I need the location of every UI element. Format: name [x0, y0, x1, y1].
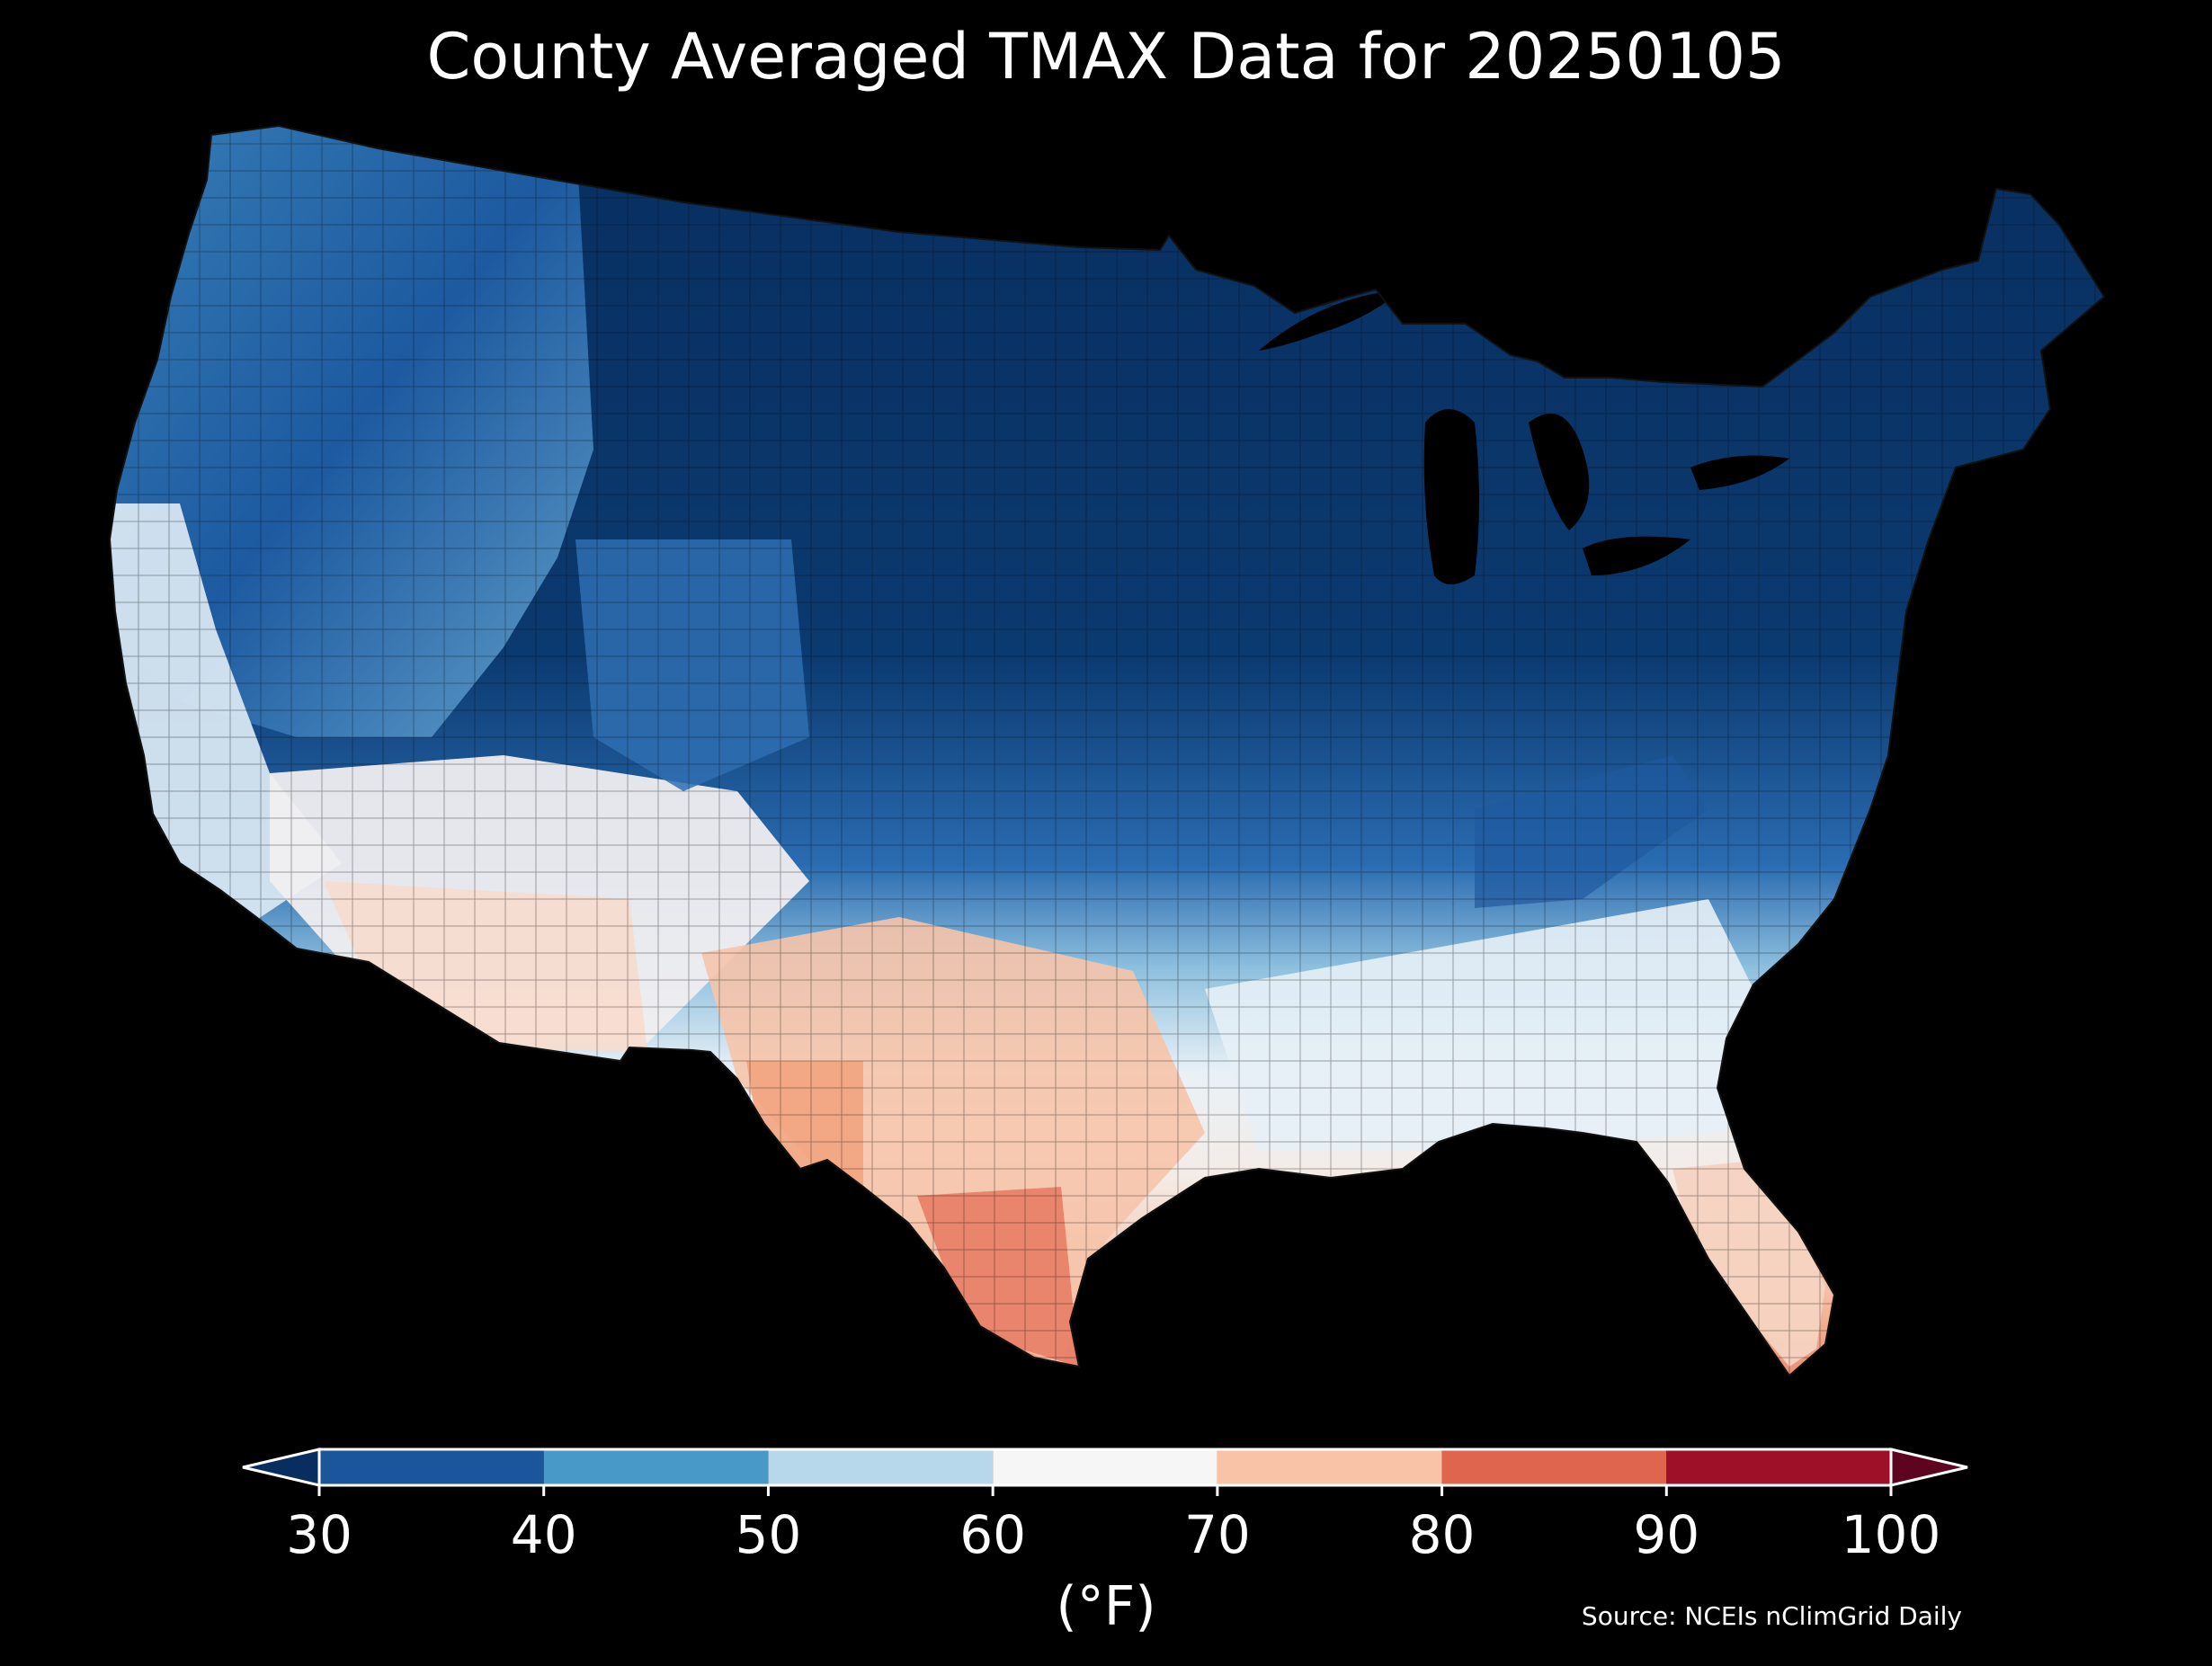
colorbar-bin-0 [319, 1449, 544, 1485]
map-title: County Averaged TMAX Data for 20250105 [426, 20, 1786, 94]
colorbar-bin-1 [543, 1449, 769, 1485]
source-credit: Source: NCEIs nClimGrid Daily [1581, 1601, 1962, 1631]
colorbar-bins [319, 1449, 1891, 1485]
great-lakes [1259, 290, 1789, 584]
colorbar-bin-2 [768, 1449, 994, 1485]
colorbar-over-arrow [1889, 1448, 1968, 1487]
colorbar-under-arrow [242, 1448, 321, 1487]
colorbar-bin-6 [1666, 1449, 1891, 1485]
colorbar-bin-4 [1217, 1449, 1442, 1485]
colorbar-bin-3 [993, 1449, 1217, 1485]
colorbar-tick-label: 70 [1184, 1504, 1251, 1565]
colorbar-tick-label: 80 [1409, 1504, 1476, 1565]
colorbar-tick-label: 90 [1633, 1504, 1699, 1565]
colorbar-tick-label: 60 [959, 1504, 1026, 1565]
colorbar-tick-label: 40 [511, 1504, 577, 1565]
colorbar-unit-label: (°F) [1056, 1575, 1156, 1638]
choropleth-map [109, 125, 2105, 1376]
colorbar-tick-label: 100 [1842, 1504, 1941, 1565]
colorbar-tick-label: 50 [736, 1504, 802, 1565]
colorbar-ticks: 30 40 50 60 70 80 90 100 [286, 1485, 1940, 1565]
colorbar-tick-label: 30 [286, 1504, 352, 1565]
colorbar-bin-5 [1441, 1449, 1667, 1485]
colorbar-frame [317, 1448, 1893, 1487]
